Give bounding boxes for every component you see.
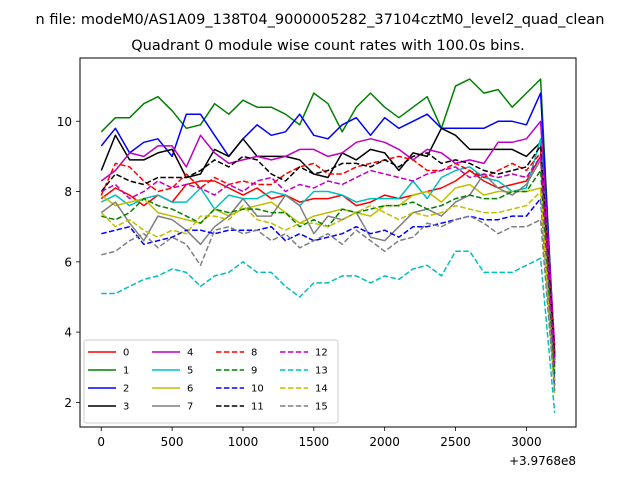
x-tick-label: 0 xyxy=(97,435,105,449)
legend-label-10: 10 xyxy=(251,384,264,395)
plot-area-frame xyxy=(79,57,577,428)
legend-label-7: 7 xyxy=(187,402,193,413)
x-tick-label: 2500 xyxy=(440,435,471,449)
x-axis: 0 500 1000 1500 2000 2500 3000 xyxy=(97,427,542,449)
series-line-12 xyxy=(100,155,556,364)
series-line-2 xyxy=(100,92,556,354)
series-line-4 xyxy=(100,120,556,347)
legend-label-14: 14 xyxy=(315,384,328,395)
y-tick-label: 2 xyxy=(64,396,72,410)
legend-label-15: 15 xyxy=(315,402,328,413)
y-tick-label: 8 xyxy=(64,185,72,199)
series-line-13 xyxy=(101,250,556,413)
legend-label-11: 11 xyxy=(251,402,264,413)
y-axis: 2 4 6 8 10 xyxy=(57,115,80,410)
y-tick-label: 6 xyxy=(64,255,72,269)
legend-label-9: 9 xyxy=(251,366,257,377)
legend-label-2: 2 xyxy=(123,384,129,395)
y-tick-label: 4 xyxy=(64,326,72,340)
x-tick-label: 1500 xyxy=(299,435,330,449)
x-tick-label: 500 xyxy=(161,435,184,449)
legend-label-0: 0 xyxy=(123,348,129,359)
x-axis-offset-label: +3.9768e8 xyxy=(509,454,576,468)
y-tick-label: 10 xyxy=(57,115,72,129)
series-line-15 xyxy=(101,215,556,392)
legend-label-8: 8 xyxy=(251,348,257,359)
legend-label-3: 3 xyxy=(123,402,129,413)
legend-label-6: 6 xyxy=(187,384,193,395)
legend-label-4: 4 xyxy=(187,348,193,359)
series-line-14 xyxy=(100,190,556,396)
legend-label-1: 1 xyxy=(123,366,129,377)
legend-label-12: 12 xyxy=(315,348,328,359)
series-line-3 xyxy=(100,127,556,361)
x-tick-label: 2000 xyxy=(369,435,400,449)
legend-frame xyxy=(83,339,339,424)
series-line-10 xyxy=(101,197,556,389)
series-line-6 xyxy=(100,183,556,385)
series-line-5 xyxy=(100,138,556,382)
series-line-1 xyxy=(100,78,556,357)
series-line-8 xyxy=(100,152,556,354)
series-line-7 xyxy=(100,159,556,364)
series-line-11 xyxy=(100,145,556,357)
figure-suptitle: n file: modeM0/AS1A09_138T04_9000005282_… xyxy=(36,12,605,28)
series-line-0 xyxy=(100,155,556,368)
legend-label-13: 13 xyxy=(315,366,328,377)
legend-label-5: 5 xyxy=(187,366,193,377)
chart-title: Quadrant 0 module wise count rates with … xyxy=(131,38,525,54)
x-tick-label: 1000 xyxy=(228,435,259,449)
plot-lines xyxy=(100,78,556,413)
x-tick-label: 3000 xyxy=(511,435,542,449)
